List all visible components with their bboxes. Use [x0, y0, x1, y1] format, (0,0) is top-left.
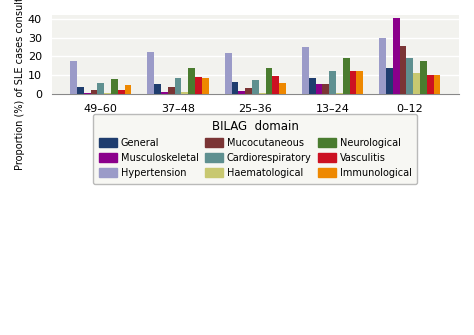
Bar: [427, 75, 434, 94]
Bar: [393, 18, 400, 94]
Bar: [245, 88, 252, 94]
Bar: [84, 93, 91, 94]
Bar: [111, 79, 118, 94]
Bar: [174, 78, 182, 94]
Bar: [259, 93, 265, 94]
Bar: [407, 58, 413, 94]
Bar: [182, 92, 188, 94]
Bar: [97, 83, 104, 94]
Bar: [168, 87, 174, 94]
Bar: [147, 52, 154, 94]
Bar: [322, 84, 329, 94]
Bar: [118, 90, 125, 94]
Bar: [413, 73, 420, 94]
Bar: [238, 91, 245, 94]
Bar: [336, 93, 343, 94]
Bar: [329, 71, 336, 94]
Bar: [91, 90, 97, 94]
Bar: [70, 61, 77, 94]
Bar: [104, 93, 111, 94]
Bar: [400, 46, 407, 94]
Bar: [265, 68, 273, 94]
Bar: [343, 58, 350, 94]
Legend: General, Musculoskeletal, Hypertension, Mucocutaneous, Cardiorespiratory, Haemat: General, Musculoskeletal, Hypertension, …: [93, 115, 417, 184]
Bar: [386, 68, 393, 94]
Bar: [202, 78, 209, 94]
Bar: [309, 78, 316, 94]
Bar: [356, 71, 363, 94]
Bar: [434, 75, 440, 94]
Bar: [225, 54, 231, 94]
Y-axis label: Proportion (%) of SLE cases consulting their GP: Proportion (%) of SLE cases consulting t…: [15, 0, 25, 170]
Bar: [252, 80, 259, 94]
Bar: [273, 76, 279, 94]
Bar: [420, 61, 427, 94]
Bar: [154, 84, 161, 94]
Bar: [279, 82, 286, 94]
Bar: [188, 68, 195, 94]
Bar: [231, 82, 238, 94]
Bar: [379, 39, 386, 94]
Bar: [125, 85, 131, 94]
Bar: [302, 47, 309, 94]
Bar: [350, 71, 356, 94]
Bar: [316, 84, 322, 94]
Bar: [77, 87, 84, 94]
Bar: [161, 92, 168, 94]
Bar: [195, 77, 202, 94]
